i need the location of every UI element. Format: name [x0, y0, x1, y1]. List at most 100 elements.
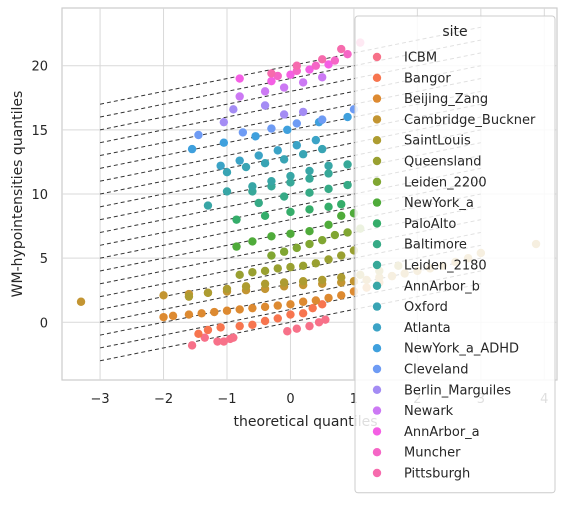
point-6-5: [330, 230, 340, 240]
point-0-0: [187, 341, 197, 350]
point-5-6: [311, 259, 321, 268]
point-18-0: [235, 74, 244, 83]
point-14-5: [343, 112, 352, 122]
point-16-3: [279, 110, 289, 119]
legend-label-5: Queensland: [404, 155, 482, 170]
point-4-3: [241, 282, 251, 291]
legend-label-8: PaloAlto: [404, 217, 456, 232]
point-18-2: [286, 70, 295, 79]
legend-label-9: Baltimore: [404, 238, 467, 253]
point-2-6: [235, 305, 244, 314]
point-2-7: [248, 303, 257, 313]
point-0-1: [200, 333, 209, 342]
point-13-1: [235, 156, 244, 165]
point-1-8: [298, 309, 308, 318]
point-8-2: [286, 207, 295, 217]
legend-label-12: Oxford: [404, 300, 448, 315]
point-4-2: [222, 284, 232, 294]
point-4-5: [279, 278, 289, 287]
point-13-0: [216, 161, 225, 170]
legend-label-11: AnnArbor_b: [404, 279, 480, 294]
point-5-7: [324, 255, 333, 264]
legend-label-13: Atlanta: [404, 321, 451, 336]
legend-marker-19: [372, 448, 382, 457]
point-14-2: [251, 132, 260, 141]
point-12-4: [298, 150, 308, 159]
point-17-0: [235, 92, 244, 101]
point-10-5: [343, 160, 352, 169]
point-3-0: [76, 297, 86, 306]
point-4-1: [203, 288, 213, 297]
legend-marker-2: [372, 94, 382, 103]
point-13-5: [311, 135, 321, 145]
point-8-3: [305, 205, 314, 214]
point-1-4: [248, 320, 257, 330]
point-8-0: [232, 215, 241, 224]
point-15-1: [238, 128, 248, 137]
legend-label-7: NewYork_a: [404, 196, 474, 211]
point-17-3: [298, 78, 308, 87]
point-8-1: [260, 211, 270, 221]
point-2-12: [311, 296, 321, 305]
point-11-1: [222, 187, 232, 196]
point-7-2: [267, 232, 276, 241]
point-4-6: [298, 277, 308, 286]
point-18-1: [267, 76, 276, 86]
point-12-2: [260, 159, 270, 168]
point-18-3: [305, 65, 314, 74]
point-16-1: [229, 105, 238, 114]
point-14-0: [187, 144, 197, 154]
point-16-4: [298, 107, 308, 117]
legend-marker-5: [372, 156, 382, 166]
point-20-3: [337, 44, 346, 54]
point-0-2: [213, 337, 222, 346]
point-20-2: [317, 55, 327, 64]
legend-marker-1: [372, 73, 382, 83]
point-0-8: [305, 321, 314, 331]
point-9-2: [305, 188, 314, 197]
legend-label-4: SaintLouis: [404, 134, 471, 149]
point-17-1: [260, 87, 270, 96]
legend-label-6: Leiden_2200: [404, 175, 487, 190]
point-0-6: [283, 327, 292, 336]
point-2-2: [184, 310, 194, 319]
legend-marker-6: [372, 177, 382, 186]
point-19-4: [343, 49, 352, 59]
legend-label-16: Berlin_Marguiles: [404, 383, 511, 398]
legend-marker-3: [372, 115, 382, 124]
point-9-4: [343, 180, 352, 190]
point-11-0: [203, 201, 213, 210]
legend-label-2: Beijing_Zang: [404, 92, 488, 107]
point-1-1: [203, 325, 213, 335]
point-2-9: [273, 301, 282, 310]
point-5-4: [286, 262, 295, 272]
point-4-0: [184, 292, 194, 301]
point-15-0: [194, 130, 203, 140]
legend-marker-13: [372, 323, 382, 332]
y-tick-label-2: 10: [31, 188, 48, 203]
point-20-1: [292, 61, 302, 70]
point-0-7: [292, 324, 302, 333]
point-14-1: [219, 138, 229, 147]
legend-marker-9: [372, 240, 382, 249]
point-19-0: [273, 71, 282, 81]
point-16-0: [219, 117, 229, 127]
point-6-2: [292, 243, 302, 253]
point-12-1: [241, 162, 251, 172]
point-5-3: [273, 264, 282, 273]
legend-label-17: Newark: [404, 404, 454, 419]
point-5-1: [248, 268, 257, 277]
legend-marker-10: [372, 260, 382, 270]
legend-label-20: Pittsburgh: [404, 467, 470, 482]
point-2-10: [286, 300, 295, 309]
legend-marker-8: [372, 219, 382, 228]
point-3-1: [159, 291, 168, 300]
x-tick-label-3: 0: [286, 392, 294, 407]
legend-label-1: Bangor: [404, 71, 451, 86]
point-12-3: [279, 155, 289, 164]
x-tick-label-4: 1: [350, 392, 358, 407]
legend-marker-11: [372, 281, 382, 290]
point-1-3: [235, 321, 244, 331]
point-13-2: [254, 151, 263, 160]
